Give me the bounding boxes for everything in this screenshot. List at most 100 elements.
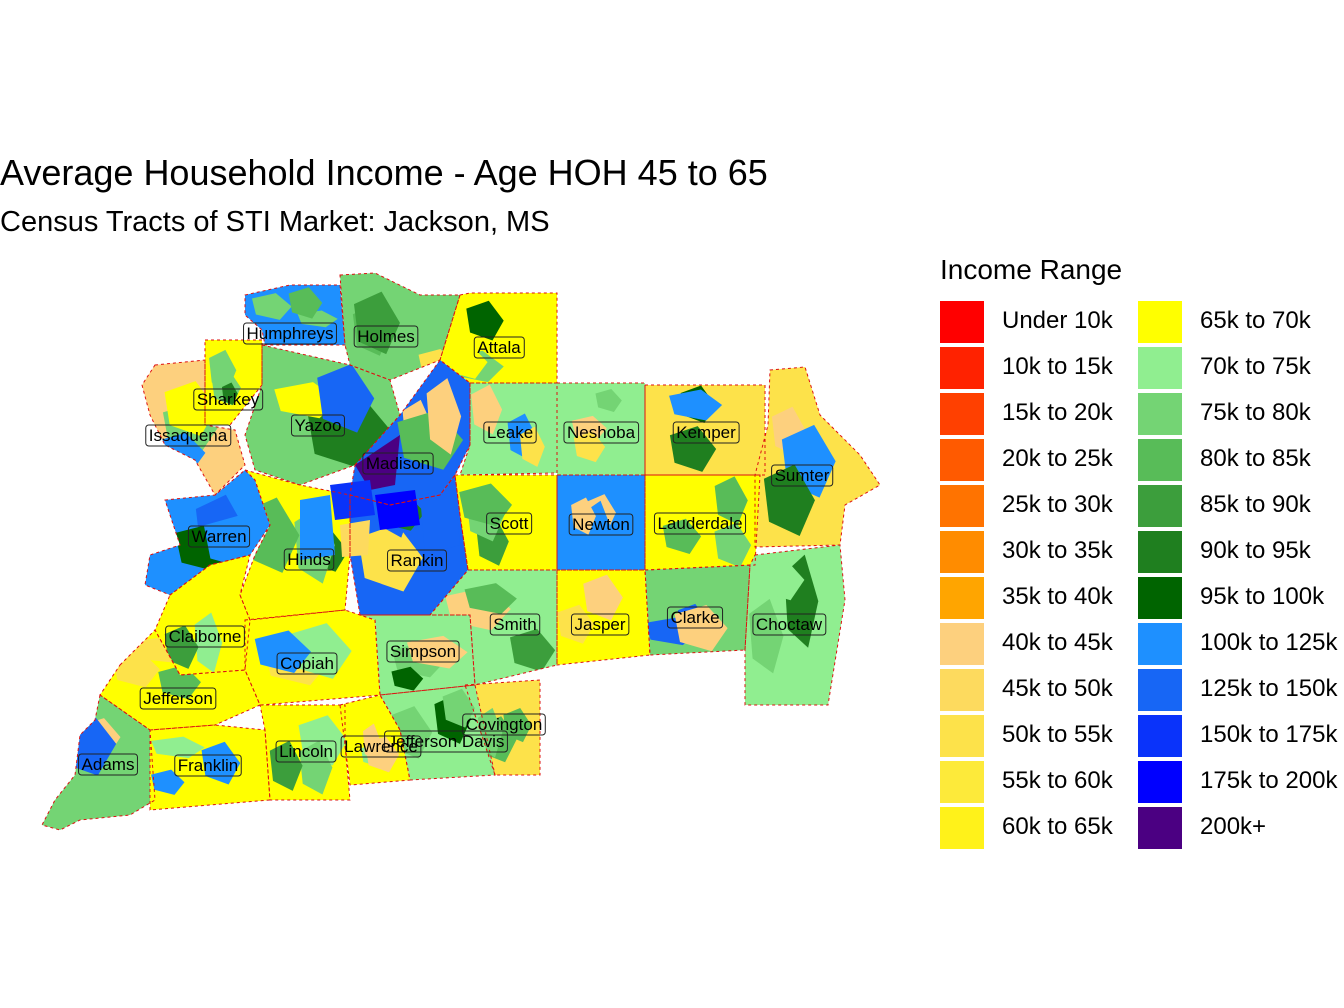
county-label-box	[653, 512, 747, 535]
county-label-box	[473, 336, 525, 359]
county-label-box	[187, 525, 251, 548]
census-tract	[289, 623, 352, 679]
census-tract	[459, 483, 513, 527]
county-label: Sharkey	[193, 388, 264, 411]
tract-group	[251, 287, 338, 328]
census-tract	[375, 490, 420, 530]
tract-group	[360, 723, 400, 773]
legend-swatch	[1138, 485, 1182, 527]
county-name: Lawrence	[344, 737, 418, 756]
census-tract	[391, 666, 424, 691]
legend-label: 25k to 30k	[1002, 491, 1113, 518]
county-name: Jasper	[574, 615, 625, 634]
county-label-box	[486, 512, 533, 535]
legend-item: 95k to 100k	[1138, 576, 1344, 622]
county-border	[644, 564, 751, 656]
county-name: Warren	[191, 527, 246, 546]
tract-group	[209, 349, 241, 406]
county-label-box	[462, 713, 546, 736]
county-name: Choctaw	[756, 615, 823, 634]
legend-swatch	[940, 715, 984, 757]
tract-group	[269, 715, 348, 795]
county-name: Sharkey	[197, 390, 260, 409]
county-border	[644, 384, 766, 476]
census-tract	[340, 520, 370, 557]
census-tract	[330, 480, 375, 520]
census-tract	[221, 382, 238, 406]
county-label: Sumter	[771, 464, 834, 487]
county-label: Humphreys	[243, 322, 337, 345]
legend-swatch	[1138, 347, 1182, 389]
county-border	[239, 469, 351, 621]
census-tract	[662, 518, 702, 555]
county-name: Rankin	[391, 551, 444, 570]
county-label: Jasper	[570, 613, 630, 636]
census-tract	[442, 688, 475, 728]
county-border	[204, 339, 263, 426]
legend-swatch	[940, 807, 984, 849]
census-tract	[194, 612, 223, 673]
county-border	[244, 284, 346, 346]
county-label: Simpson	[386, 640, 460, 663]
legend-swatch	[940, 669, 984, 711]
census-tract	[269, 740, 303, 791]
county-label: Issaquena	[145, 424, 232, 447]
legend-item: Under 10k	[940, 300, 1150, 346]
legend-item: 175k to 200k	[1138, 760, 1344, 806]
tract-group	[254, 623, 352, 686]
legend-item: 90k to 95k	[1138, 530, 1344, 576]
legend-swatch	[1138, 715, 1182, 757]
county-label-box	[489, 613, 541, 636]
census-tract	[353, 291, 400, 355]
legend-label: 20k to 25k	[1002, 445, 1113, 472]
county-border	[41, 694, 156, 831]
county-name: Jefferson	[143, 689, 213, 708]
county-name: Covington	[466, 715, 543, 734]
county-label-box	[276, 652, 338, 675]
county-label: Madison	[362, 452, 434, 475]
legend-item: 25k to 30k	[940, 484, 1150, 530]
county-label-box	[384, 730, 508, 753]
legend-swatch	[940, 577, 984, 619]
county-label: Covington	[462, 713, 546, 736]
county-border	[754, 366, 881, 548]
census-tract	[254, 630, 312, 674]
census-tract	[299, 740, 333, 795]
county-name: Copiah	[280, 654, 334, 673]
tract-group	[749, 554, 819, 674]
legend-label: 35k to 40k	[1002, 583, 1113, 610]
legend-swatch	[940, 531, 984, 573]
county-name: Sumter	[775, 466, 830, 485]
legend-swatch	[1138, 577, 1182, 619]
county-label: Leake	[483, 421, 537, 444]
county-name: Holmes	[357, 327, 415, 346]
legend-swatch	[1138, 531, 1182, 573]
legend-item: 40k to 45k	[940, 622, 1150, 668]
legend-item: 75k to 80k	[1138, 392, 1344, 438]
county-label: Franklin	[174, 754, 242, 777]
census-tract	[464, 583, 517, 615]
legend-item: 20k to 25k	[940, 438, 1150, 484]
county-label: Warren	[187, 525, 251, 548]
legend-swatch	[1138, 623, 1182, 665]
tract-group	[763, 406, 836, 537]
legend-title: Income Range	[940, 254, 1123, 285]
county-label-box	[193, 388, 264, 411]
legend-swatch	[940, 485, 984, 527]
tract-group	[397, 378, 464, 470]
county-label-box	[353, 325, 419, 348]
legend-swatch	[940, 393, 984, 435]
tract-group	[175, 494, 270, 573]
county-name: Yazoo	[295, 416, 342, 435]
county-label: Clarke	[666, 606, 724, 629]
county-name: Issaquena	[149, 426, 228, 445]
census-tract	[466, 300, 504, 341]
legend-label: 60k to 65k	[1002, 813, 1113, 840]
legend-label: 55k to 60k	[1002, 767, 1113, 794]
legend-item: 35k to 40k	[940, 576, 1150, 622]
county-label-box	[386, 640, 460, 663]
tract-group	[391, 635, 468, 691]
census-tract	[571, 497, 596, 535]
census-tract	[763, 464, 815, 537]
legend-swatch	[940, 761, 984, 803]
